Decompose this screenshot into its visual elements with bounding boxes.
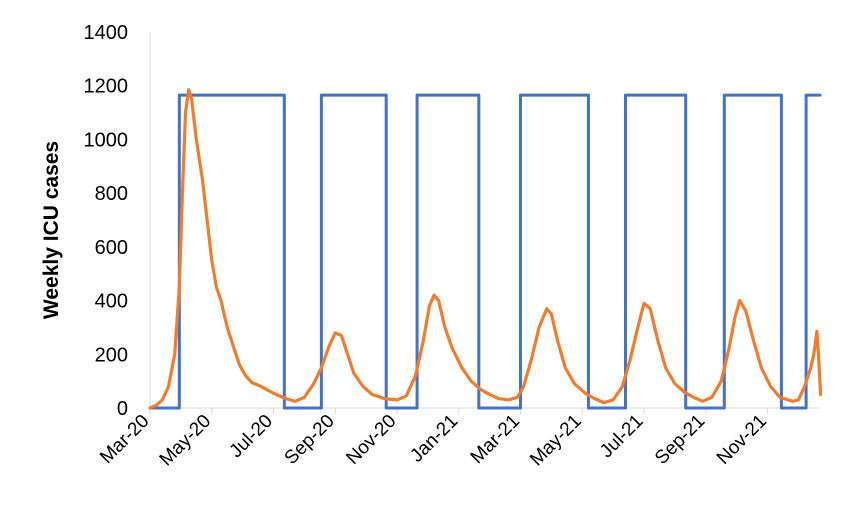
y-tick-label: 800 [95, 183, 128, 205]
series-line-1 [148, 88, 823, 410]
y-tick-label: 1000 [84, 129, 129, 151]
x-tick-label: May-20 [156, 411, 216, 471]
x-tick-label: Jul-20 [226, 411, 277, 462]
x-tick-label: Sep-20 [281, 411, 339, 469]
y-axis-label: Weekly ICU cases [40, 141, 63, 319]
y-tick-label: 600 [95, 237, 128, 259]
y-tick-label: 1200 [84, 76, 129, 98]
y-tick-label: 400 [95, 291, 128, 313]
y-tick-label: 0 [117, 398, 128, 420]
y-tick-labels: 0 200 400 600 800 1000 1200 1400 [84, 22, 129, 420]
series-line-0 [148, 93, 822, 410]
x-tick-label: Sep-21 [651, 411, 709, 469]
x-tick-label: Mar-21 [467, 411, 524, 468]
x-tick-label: Nov-21 [713, 411, 771, 469]
y-tick-label: 200 [95, 344, 128, 366]
x-tick-label: Jan-21 [406, 411, 462, 467]
x-tick-label: Jul-21 [596, 411, 647, 462]
x-tick-label: May-21 [526, 411, 586, 471]
axes [149, 32, 820, 409]
series-layer [148, 88, 823, 410]
x-tick-label: Nov-20 [342, 411, 400, 469]
x-tick-labels: Mar-20 May-20 Jul-20 Sep-20 Nov-20 Jan-21 Mar-… [96, 408, 771, 470]
y-tick-label: 1400 [84, 22, 129, 44]
